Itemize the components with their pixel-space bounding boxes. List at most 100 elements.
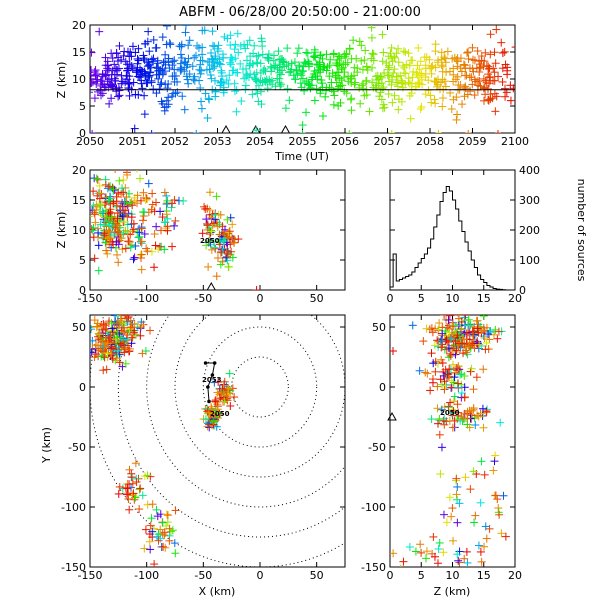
- time-height-point: [486, 30, 495, 39]
- time-height-point: [242, 64, 251, 73]
- time-height-point: [275, 78, 284, 87]
- time-height-point: [250, 41, 259, 50]
- xz-point: [213, 222, 222, 231]
- xz-point: [94, 241, 103, 250]
- plan-point: [213, 405, 222, 414]
- yz-point: [444, 353, 453, 362]
- time-height-point: [143, 76, 152, 85]
- time-height-point: [134, 44, 143, 53]
- xz-point: [150, 230, 159, 239]
- time-height-point: [365, 107, 374, 116]
- yz-point: [437, 355, 446, 364]
- time-height-point: [485, 79, 494, 88]
- time-height-point: [149, 35, 158, 44]
- time-height-point: [310, 51, 319, 60]
- time-height-point: [443, 47, 452, 56]
- time-height-point: [97, 91, 106, 100]
- time-height-point: [107, 81, 116, 90]
- xz-ticks: -150 -100 -50 0 50 0 5 10 15 20: [72, 164, 345, 305]
- xz-point: [218, 244, 227, 253]
- time-height-point: [228, 66, 237, 75]
- yz-y-tick-label: 0: [379, 381, 386, 394]
- xz-point: [133, 199, 142, 208]
- plan-point: [125, 480, 134, 489]
- xz-point: [124, 237, 133, 246]
- time-height-point: [275, 63, 284, 72]
- time-height-point: [180, 105, 189, 114]
- histogram-x-tick-label: 5: [418, 292, 425, 305]
- xz-point: [114, 258, 123, 267]
- plan-point: [129, 328, 138, 337]
- yz-point: [443, 323, 452, 332]
- histogram-step-line: [389, 186, 515, 291]
- yz-point: [438, 329, 447, 338]
- yz-point: [478, 404, 487, 413]
- time-height-point: [210, 76, 219, 85]
- xz-point: [112, 201, 121, 210]
- yz-point: [437, 443, 446, 452]
- time-height-point: [407, 56, 416, 65]
- xz-point: [225, 227, 234, 236]
- time-height-point: [90, 68, 94, 77]
- yz-point: [479, 365, 488, 374]
- time-height-point: [473, 46, 482, 55]
- plan-y-tick-label: 50: [72, 321, 86, 334]
- plan-point: [171, 549, 180, 558]
- plan-point: [81, 341, 89, 349]
- histogram-frame: [389, 169, 516, 291]
- plan-x-tick-label: 0: [257, 569, 264, 582]
- time-height-point: [362, 62, 371, 71]
- time-height-point: [352, 54, 361, 63]
- time-height-point: [285, 68, 294, 77]
- yz-point: [463, 558, 472, 567]
- time-height-point: [501, 60, 510, 69]
- yz-point: [501, 532, 510, 541]
- time-height-point: [509, 84, 515, 93]
- yz-point: [444, 344, 453, 353]
- plan-point: [158, 518, 167, 527]
- time-height-point: [107, 94, 116, 103]
- time-height-point: [303, 49, 312, 58]
- xz-point: [198, 229, 207, 238]
- time-height-point: [72, 33, 80, 41]
- yz-point: [446, 334, 455, 343]
- time-height-point: [154, 66, 163, 75]
- xz-point: [119, 229, 128, 238]
- xz-point: [204, 262, 213, 271]
- xz-point: [140, 229, 149, 238]
- time-height-point: [234, 48, 243, 57]
- plan-point: [165, 536, 174, 545]
- time-height-point: [333, 84, 342, 93]
- time-height-point: [346, 95, 355, 104]
- yz-point: [457, 389, 466, 398]
- time-height-point: [390, 91, 399, 100]
- xz-point: [96, 220, 105, 229]
- plan-point: [90, 336, 97, 345]
- time-height-point: [149, 85, 158, 94]
- xz-point: [139, 212, 148, 221]
- time-height-point: [399, 47, 408, 56]
- yz-point: [471, 511, 480, 520]
- xz-point: [223, 215, 232, 224]
- time-height-point: [345, 44, 354, 53]
- time-height-point: [317, 76, 326, 85]
- time-height-point: [393, 82, 402, 91]
- yz-panel: 0 5 10 15 20 -150 -100 -50 0 50 2050 Z (km): [361, 314, 522, 598]
- xz-point: [131, 241, 140, 250]
- time-height-y-tick-label: 10: [72, 73, 86, 86]
- time-height-point: [207, 49, 216, 58]
- yz-point: [454, 362, 463, 371]
- time-height-point: [287, 59, 296, 68]
- time-height-point: [110, 60, 119, 69]
- time-height-point: [336, 98, 345, 107]
- time-height-point: [431, 63, 440, 72]
- time-height-point: [491, 59, 500, 68]
- time-height-point: [230, 45, 239, 54]
- time-height-point: [210, 62, 219, 71]
- time-height-point: [274, 47, 283, 56]
- xz-point: [112, 192, 121, 201]
- plan-point: [113, 346, 122, 355]
- time-height-point: [441, 58, 450, 67]
- yz-x-tick-label: 10: [446, 569, 460, 582]
